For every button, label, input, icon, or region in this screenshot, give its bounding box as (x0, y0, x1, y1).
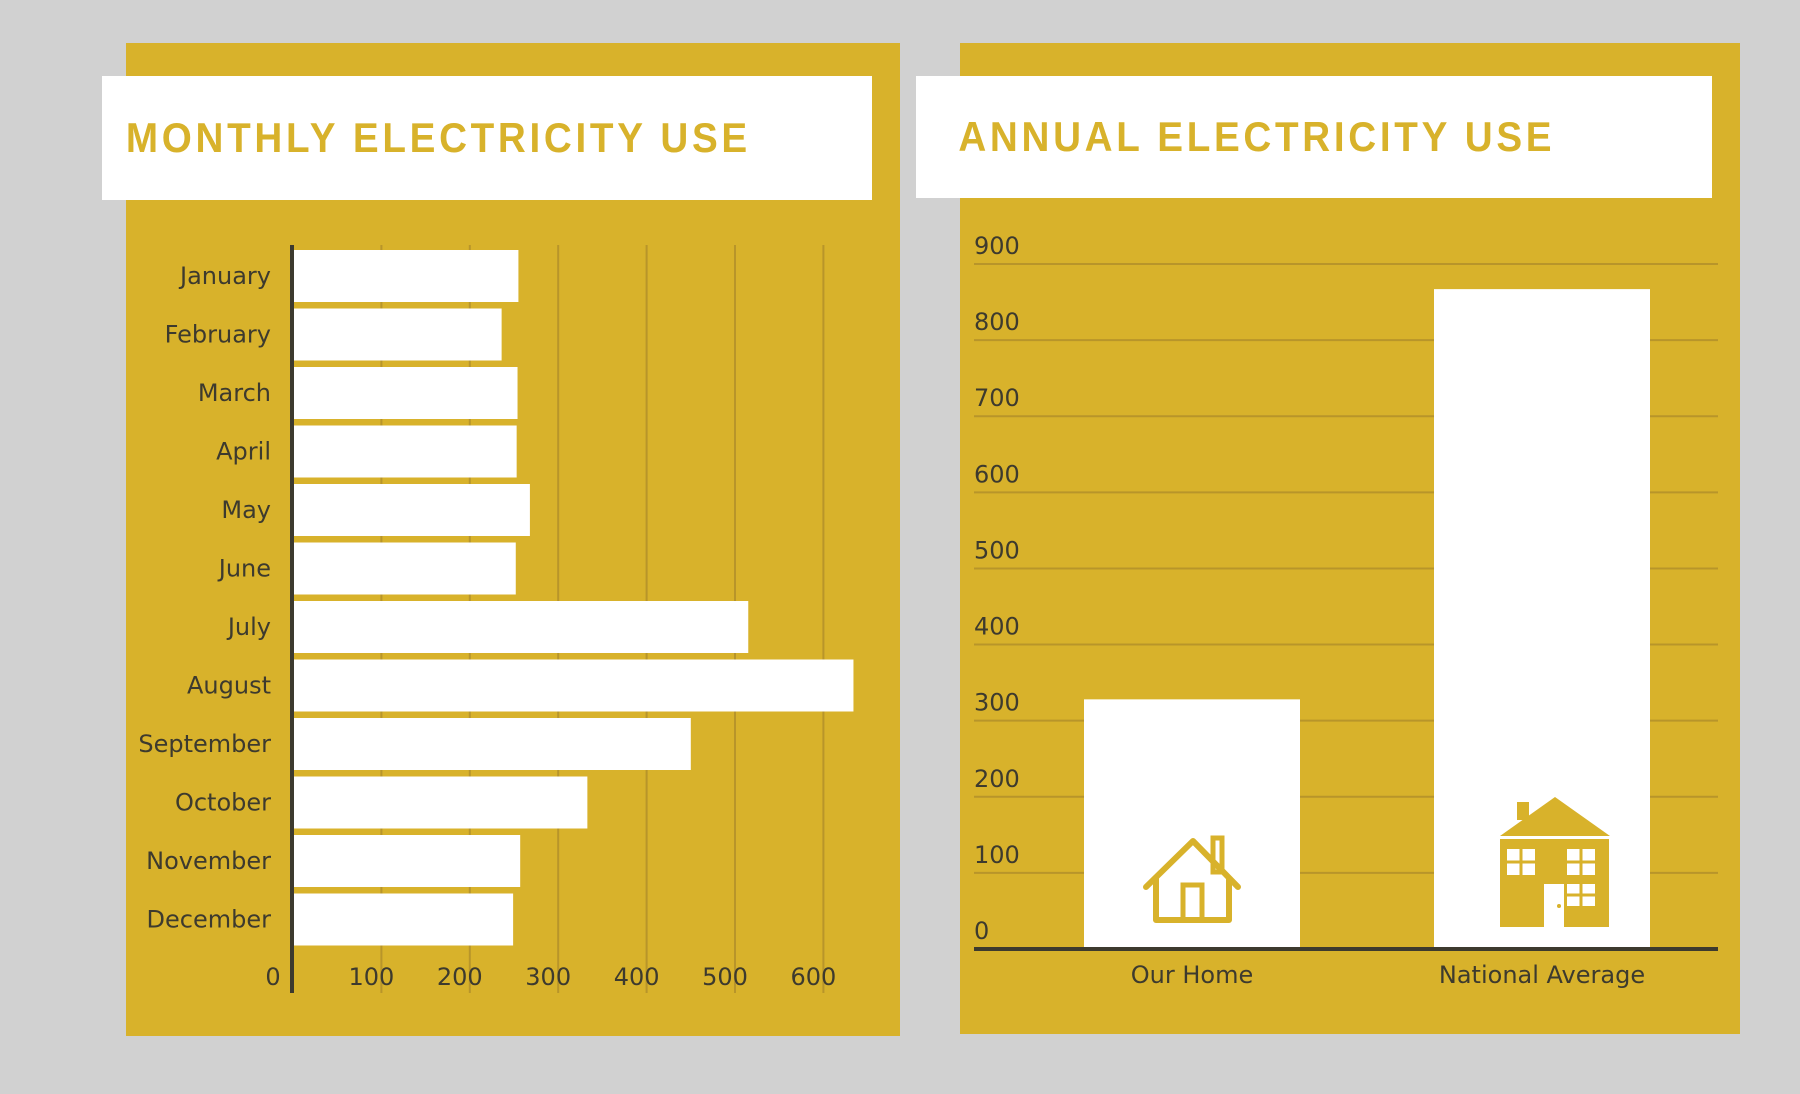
two-story-house-icon (1500, 797, 1610, 927)
bar-september (293, 718, 691, 770)
y-tick-label-200: 200 (974, 765, 1020, 793)
y-tick-label-600: 600 (974, 460, 1020, 488)
annual-bar-chart: 0 100 200 300 400 500 600 700 800 900 Our Home Nati… (974, 232, 1718, 989)
category-label-july: July (226, 613, 271, 641)
x-tick-label-400: 400 (614, 963, 660, 991)
category-label-november: November (146, 847, 271, 875)
category-label-september: September (138, 730, 271, 758)
monthly-title-box: MONTHLY ELECTRICITY USE (102, 76, 872, 200)
x-tick-label-0: 0 (265, 963, 280, 991)
category-label-national-average: National Average (1439, 961, 1645, 989)
bar-october (293, 776, 588, 829)
category-label-october: October (175, 789, 271, 817)
bar-august (293, 659, 854, 712)
bar-our-home (1084, 699, 1300, 949)
x-tick-label-200: 200 (437, 963, 483, 991)
x-tick-label-600: 600 (790, 963, 836, 991)
category-label-february: February (165, 321, 271, 349)
category-label-march: March (198, 379, 271, 407)
bar-february (293, 308, 502, 361)
house-outline-icon (1143, 835, 1241, 923)
y-tick-label-700: 700 (974, 384, 1020, 412)
category-label-january: January (178, 262, 271, 290)
bar-january (293, 250, 519, 302)
monthly-bar-chart: January February March April May June July Augu… (138, 245, 854, 993)
bar-july (293, 601, 749, 653)
x-tick-label-100: 100 (348, 963, 394, 991)
category-label-our-home: Our Home (1131, 961, 1253, 989)
annual-chart-title: ANNUAL ELECTRICITY USE (958, 113, 1556, 160)
y-tick-label-800: 800 (974, 308, 1020, 336)
bar-november (293, 835, 521, 887)
bar-may (293, 484, 530, 536)
annual-title-box: ANNUAL ELECTRICITY USE (916, 76, 1712, 198)
bar-march (293, 367, 518, 419)
house-icons (1143, 797, 1610, 927)
y-tick-label-300: 300 (974, 689, 1020, 717)
bar-april (293, 425, 517, 478)
bar-june (293, 542, 516, 595)
category-label-may: May (221, 496, 271, 524)
category-label-june: June (217, 555, 271, 583)
y-tick-label-100: 100 (974, 841, 1020, 869)
y-tick-label-500: 500 (974, 536, 1020, 564)
bar-december (293, 893, 514, 946)
y-tick-label-0: 0 (974, 917, 989, 945)
monthly-chart-title: MONTHLY ELECTRICITY USE (125, 114, 751, 161)
x-tick-label-300: 300 (525, 963, 571, 991)
x-tick-label-500: 500 (702, 963, 748, 991)
category-label-december: December (147, 906, 272, 934)
y-tick-label-900: 900 (974, 232, 1020, 260)
category-label-august: August (187, 672, 271, 700)
y-tick-label-400: 400 (974, 613, 1020, 641)
category-label-april: April (216, 438, 271, 466)
